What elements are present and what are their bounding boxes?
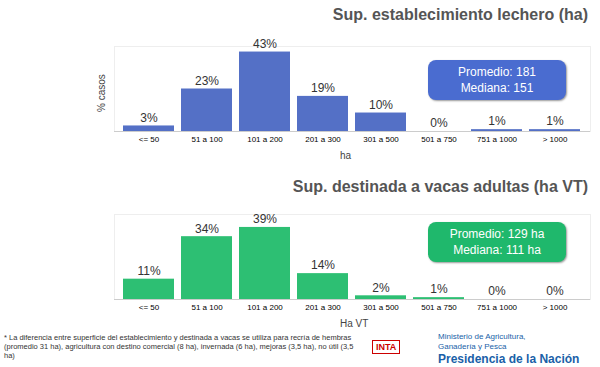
svg-text:0%: 0% <box>546 284 564 298</box>
html-text:Ganadería y Pesca: Ganadería y Pesca <box>438 342 507 351</box>
html-text:Presidencia de la Nación: Presidencia de la Nación <box>438 352 580 366</box>
svg-text:3%: 3% <box>140 111 158 125</box>
svg-text:39%: 39% <box>253 212 277 226</box>
svg-text:751 a 1000: 751 a 1000 <box>477 135 518 144</box>
svg-text:34%: 34% <box>195 222 219 236</box>
html-text:Promedio: 129 ha: Promedio: 129 ha <box>449 227 545 241</box>
svg-text:301 a 500: 301 a 500 <box>363 135 399 144</box>
svg-text:0%: 0% <box>488 284 506 298</box>
svg-text:101 a 200: 101 a 200 <box>247 303 283 312</box>
svg-text:751 a 1000: 751 a 1000 <box>477 303 518 312</box>
html-text:Mediana: 151: Mediana: 151 <box>460 81 534 95</box>
html-text:Promedio: 181: Promedio: 181 <box>458 65 536 79</box>
svg-text:11%: 11% <box>137 264 160 278</box>
svg-text:1%: 1% <box>430 282 448 296</box>
svg-text:101 a 200: 101 a 200 <box>247 135 283 144</box>
svg-text:51 a 100: 51 a 100 <box>191 303 223 312</box>
html-text:ha: ha <box>340 150 352 161</box>
svg-text:2%: 2% <box>372 281 390 295</box>
svg-text:> 1000: > 1000 <box>543 135 568 144</box>
svg-text:501 a 750: 501 a 750 <box>421 135 457 144</box>
svg-text:14%: 14% <box>311 258 335 272</box>
html-text:% casos: % casos <box>96 74 107 112</box>
svg-text:201 a 300: 201 a 300 <box>305 303 341 312</box>
html-text:Sup. destinada a vacas adultas: Sup. destinada a vacas adultas (ha VT) <box>292 178 588 195</box>
svg-text:51 a 100: 51 a 100 <box>191 135 223 144</box>
svg-text:0%: 0% <box>430 116 448 130</box>
svg-text:23%: 23% <box>195 74 219 88</box>
svg-text:10%: 10% <box>369 98 393 112</box>
svg-text:201 a 300: 201 a 300 <box>305 135 341 144</box>
svg-text:<= 50: <= 50 <box>139 303 160 312</box>
svg-text:> 1000: > 1000 <box>543 303 568 312</box>
svg-text:1%: 1% <box>488 114 506 128</box>
svg-text:301 a 500: 301 a 500 <box>363 303 399 312</box>
svg-text:43%: 43% <box>253 37 277 51</box>
svg-text:501 a 750: 501 a 750 <box>421 303 457 312</box>
html-text:Ministerio de Agricultura,: Ministerio de Agricultura, <box>438 332 526 341</box>
html-text:Ha VT: Ha VT <box>340 318 369 329</box>
html-text:INTA: INTA <box>376 342 397 352</box>
html-text:* La diferencia entre superfic: * La diferencia entre superficie del est… <box>4 333 354 360</box>
svg-text:1%: 1% <box>546 114 564 128</box>
svg-text:19%: 19% <box>311 81 335 95</box>
svg-text:<= 50: <= 50 <box>139 135 160 144</box>
html-text:Mediana: 111 ha: Mediana: 111 ha <box>453 243 541 257</box>
html-text:Sup. establecimiento lechero (: Sup. establecimiento lechero (ha) <box>332 6 588 23</box>
